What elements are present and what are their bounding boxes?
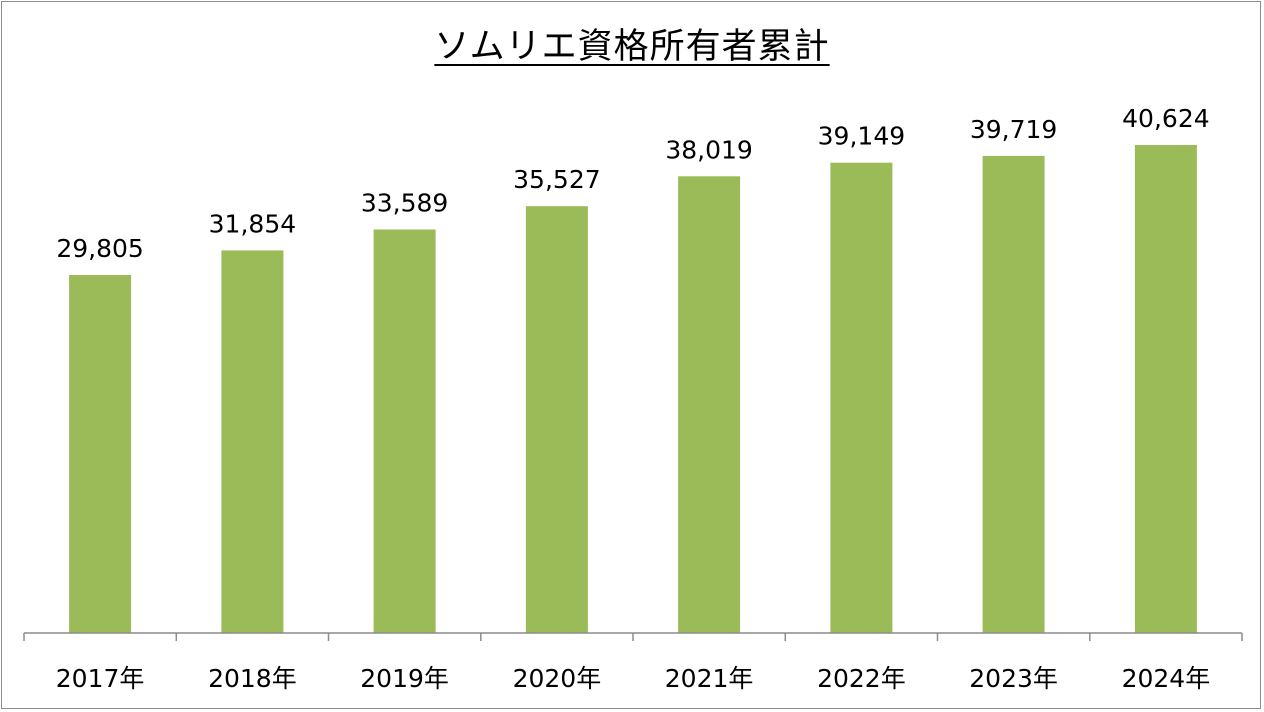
bar-1 — [221, 250, 284, 633]
x-tick-label-3: 2020年 — [513, 664, 602, 693]
data-label-5: 39,149 — [818, 122, 905, 151]
bar-2 — [373, 229, 436, 633]
data-label-6: 39,719 — [970, 115, 1057, 144]
bar-5 — [830, 162, 893, 633]
data-label-2: 33,589 — [361, 189, 448, 218]
x-tick-label-7: 2024年 — [1122, 664, 1211, 693]
bar-0 — [69, 275, 132, 633]
bar-6 — [982, 155, 1045, 633]
x-tick-label-2: 2019年 — [360, 664, 449, 693]
x-tick-label-4: 2021年 — [665, 664, 754, 693]
chart-title: ソムリエ資格所有者累計 — [434, 27, 830, 67]
x-tick-label-5: 2022年 — [817, 664, 906, 693]
data-label-4: 38,019 — [665, 135, 752, 164]
x-tick-label-0: 2017年 — [56, 664, 145, 693]
bar-3 — [525, 206, 588, 633]
data-label-0: 29,805 — [56, 234, 143, 263]
bar-7 — [1134, 145, 1197, 633]
data-label-1: 31,854 — [209, 209, 296, 238]
data-label-7: 40,624 — [1122, 104, 1209, 133]
data-label-3: 35,527 — [513, 165, 600, 194]
x-tick-label-1: 2018年 — [208, 664, 297, 693]
x-tick-label-6: 2023年 — [969, 664, 1058, 693]
bar-4 — [678, 176, 741, 634]
